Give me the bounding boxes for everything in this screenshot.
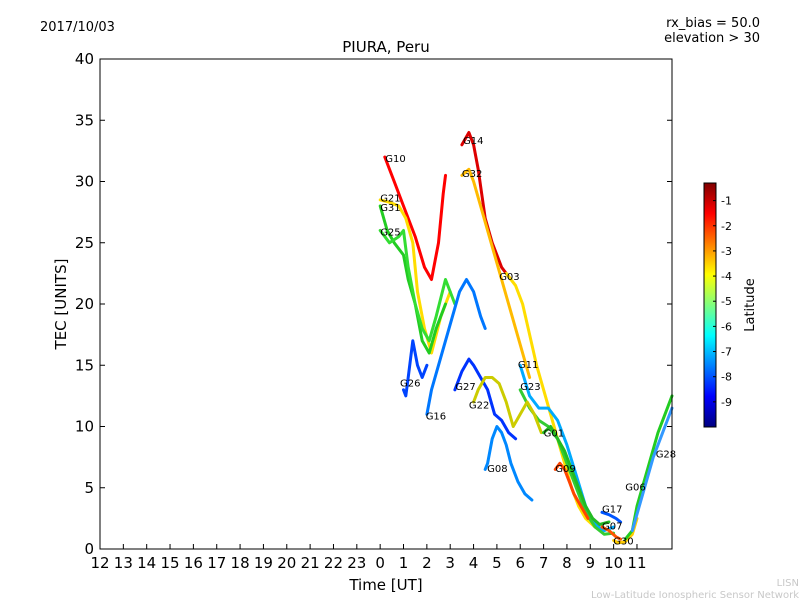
series-line-g17 xyxy=(600,510,623,524)
series-line-g27 xyxy=(453,357,518,441)
x-tick-label: 4 xyxy=(469,554,479,572)
satellite-label-g31: G31 xyxy=(380,203,400,214)
series-line-g22 xyxy=(472,376,543,435)
x-tick-label: 3 xyxy=(445,554,455,572)
axis-layer: 12 13 14 15 16 17 18 19 20 21 22 23 0 1 2 3 4 5 6 7 8 9 10 1105… xyxy=(75,50,672,572)
series-line-g08 xyxy=(483,425,534,502)
series-line-g01 xyxy=(542,425,611,526)
x-tick-label: 19 xyxy=(254,554,273,572)
x-tick-label: 17 xyxy=(207,554,226,572)
satellite-label-g26: G26 xyxy=(400,378,420,389)
satellite-label-g23: G23 xyxy=(520,382,540,393)
satellite-label-g30: G30 xyxy=(613,536,633,547)
x-tick-label: 13 xyxy=(114,554,133,572)
satellite-label-g01: G01 xyxy=(544,429,564,440)
chart-title: PIURA, Peru xyxy=(342,38,429,56)
satellite-label-g25: G25 xyxy=(380,228,400,239)
satellite-label-g22: G22 xyxy=(469,400,489,411)
satellite-label-g08: G08 xyxy=(487,464,507,475)
colorbar-tick-label: -9 xyxy=(721,396,732,409)
y-tick-label: 10 xyxy=(75,418,94,436)
satellite-label-g14: G14 xyxy=(463,136,483,147)
y-tick-label: 20 xyxy=(75,295,94,313)
date-label: 2017/10/03 xyxy=(40,20,115,35)
x-tick-label: 23 xyxy=(347,554,366,572)
x-tick-label: 5 xyxy=(492,554,502,572)
x-tick-label: 2 xyxy=(422,554,432,572)
series-line-g06 xyxy=(623,394,674,541)
satellite-label-g06: G06 xyxy=(625,483,645,494)
satellite-label-g21: G21 xyxy=(380,193,400,204)
satellite-label-g11: G11 xyxy=(518,360,538,371)
satellite-label-g32: G32 xyxy=(462,169,482,180)
x-tick-label: 8 xyxy=(562,554,572,572)
satellite-label-g07: G07 xyxy=(602,522,622,533)
series-line-g32 xyxy=(460,167,532,379)
series-line-g14 xyxy=(460,131,513,281)
series-line-g09 xyxy=(553,461,590,520)
bias-label: rx_bias = 50.0 xyxy=(666,16,760,31)
satellite-label-g27: G27 xyxy=(455,382,475,393)
satellite-label-g28: G28 xyxy=(656,449,676,460)
y-tick-label: 0 xyxy=(84,540,94,558)
x-tick-label: 15 xyxy=(160,554,179,572)
series-layer xyxy=(378,131,674,545)
colorbar-tick-label: -2 xyxy=(721,220,732,233)
series-line-g28 xyxy=(630,406,674,533)
colorbar-tick-label: -6 xyxy=(721,320,732,333)
colorbar xyxy=(703,182,717,428)
series-line-g11 xyxy=(518,363,616,533)
colorbar-tick-label: -8 xyxy=(721,371,732,384)
x-tick-label: 9 xyxy=(586,554,596,572)
x-tick-label: 14 xyxy=(137,554,156,572)
x-tick-label: 21 xyxy=(301,554,320,572)
colorbar-tick-label: -1 xyxy=(721,195,732,208)
x-axis-label: Time [UT] xyxy=(348,576,422,594)
footer-org-short: LISN xyxy=(777,578,799,589)
y-tick-label: 30 xyxy=(75,173,94,191)
y-axis-label: TEC [UNITS] xyxy=(52,259,70,351)
y-tick-label: 5 xyxy=(84,479,94,497)
plot-frame xyxy=(99,58,673,550)
colorbar-label: Latitude xyxy=(743,278,758,332)
y-tick-label: 35 xyxy=(75,111,94,129)
footer-org-long: Low-Latitude Ionospheric Sensor Network xyxy=(591,590,799,600)
series-line-g10 xyxy=(383,155,447,281)
series-line-g07 xyxy=(600,525,623,541)
x-tick-label: 22 xyxy=(324,554,343,572)
satellite-label-g16: G16 xyxy=(426,412,446,423)
x-tick-label: 7 xyxy=(539,554,549,572)
series-line-g16 xyxy=(425,278,487,416)
satellite-label-g17: G17 xyxy=(602,505,622,516)
y-tick-label: 25 xyxy=(75,234,94,252)
series-line-g25 xyxy=(378,229,457,343)
x-tick-label: 0 xyxy=(375,554,385,572)
series-line-g21 xyxy=(378,198,452,355)
x-tick-label: 18 xyxy=(231,554,250,572)
series-line-g03 xyxy=(504,271,597,529)
colorbar-tick-label: -3 xyxy=(721,245,732,258)
colorbar-tick-label: -4 xyxy=(721,270,732,283)
x-tick-label: 10 xyxy=(604,554,623,572)
colorbar-tick-label: -7 xyxy=(721,346,732,359)
colorbar-ticks: -9 -8 -7 -6 -5 -4 -3 -2 -1 xyxy=(713,195,732,409)
satellite-label-g10: G10 xyxy=(385,154,405,165)
y-tick-label: 40 xyxy=(75,50,94,68)
elevation-label: elevation > 30 xyxy=(664,31,760,46)
x-tick-label: 16 xyxy=(184,554,203,572)
y-tick-label: 15 xyxy=(75,356,94,374)
x-tick-label: 11 xyxy=(627,554,646,572)
satellite-label-g09: G09 xyxy=(555,464,575,475)
x-tick-label: 12 xyxy=(90,554,109,572)
x-tick-label: 1 xyxy=(399,554,409,572)
x-tick-label: 20 xyxy=(277,554,296,572)
colorbar-tick-label: -5 xyxy=(721,295,732,308)
x-tick-label: 6 xyxy=(515,554,525,572)
series-line-g26 xyxy=(402,339,429,398)
satellite-label-g03: G03 xyxy=(499,272,519,283)
